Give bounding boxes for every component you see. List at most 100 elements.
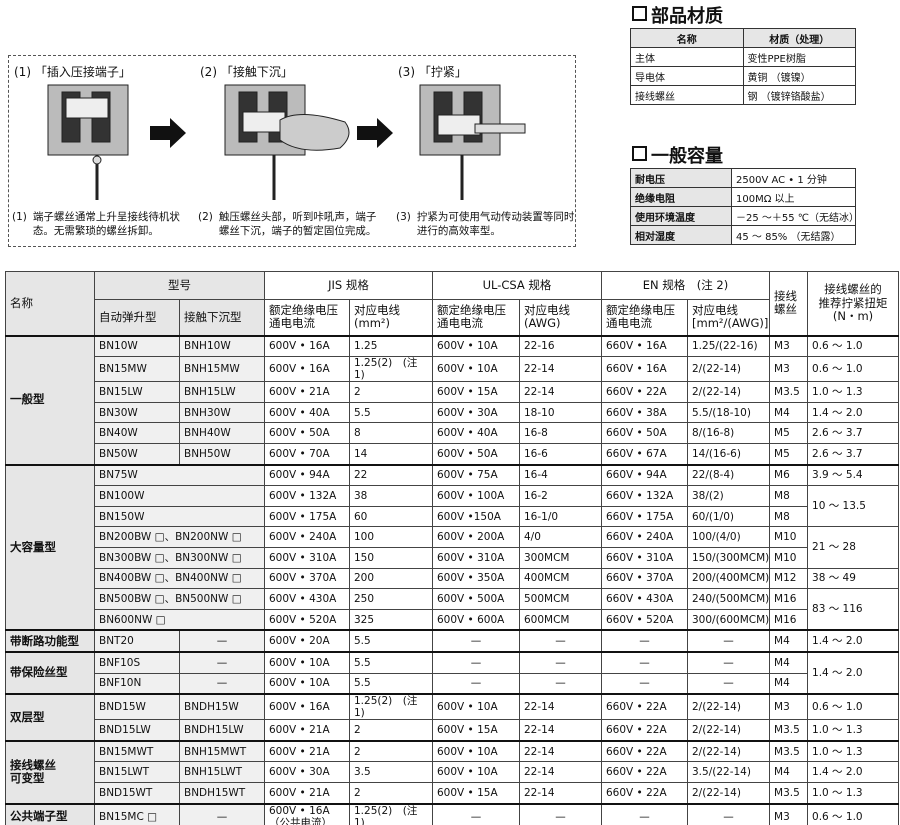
cell: BN10W <box>94 334 180 358</box>
cell: 600V • 500A <box>432 588 520 610</box>
row: BN500BW □、BN500NW □ 600V • 430A 250 600V • … <box>6 588 900 631</box>
step-title: (3) 「拧紧」 <box>398 63 467 80</box>
cell: M8 <box>769 485 809 507</box>
row: BN400BW □、BN400NW □ 600V • 370A 200 600V • … <box>6 567 900 590</box>
header-cell: JIS 规格 <box>264 271 433 300</box>
cell: — <box>179 672 265 695</box>
cell: 38/(2) <box>686 485 771 507</box>
row: BN300BW □、BN300NW □ 600V • 310A 150 600V • … <box>6 546 899 569</box>
cell: 钢 （镀锌铬酸盐） <box>742 85 856 105</box>
step-desc-text: 拧紧为可使用气动传动装置等同时进行的高效率型。 <box>416 211 575 237</box>
cell: M4 <box>769 761 809 784</box>
cell: 22-16 <box>519 334 602 358</box>
row: BN50W BNH50W 600V • 70A 14 600V • 50A 16-6 660… <box>6 442 900 466</box>
header-cell: 材质（处理） <box>742 28 856 48</box>
row: 一般型 BN10W BNH10W 600V • 16A 1.25 600V • 10A 22… <box>5 334 900 466</box>
cell: 600V • 600A <box>432 608 520 631</box>
header-cell: 自动弹升型 <box>94 299 180 336</box>
cell: 600V • 100A <box>432 485 520 507</box>
cell: 耐电压 <box>630 168 732 188</box>
cell: BN15MWT <box>94 739 180 763</box>
cell: 16-6 <box>519 442 602 466</box>
header-cell: 接触下沉型 <box>179 299 265 336</box>
cell: 使用环境温度 <box>630 206 732 226</box>
header-cell: EN 规格 (注 2) <box>600 271 771 300</box>
cell: M4 <box>769 672 809 695</box>
cell: — <box>601 672 688 695</box>
cell: — <box>432 629 520 653</box>
cell: 21 ～ 28 <box>807 526 900 569</box>
cell: 100MΩ 以上 <box>731 187 856 207</box>
cell: — <box>686 672 771 695</box>
cell: BNH15MWT <box>179 739 265 763</box>
header-row: 名称 材质（处理） <box>630 28 856 48</box>
cell: 660V • 240A <box>601 526 688 548</box>
cell: 2/(22-14) <box>686 782 771 805</box>
cell: M4 <box>769 650 809 674</box>
row: 导电体 黄铜 （镀镍） <box>630 66 856 86</box>
row: 带保险丝型 BNF10S —600V • 10A 5.5— — — — M4 1.4 ～ 2.0 <box>5 650 900 695</box>
cell: 5.5 <box>349 629 433 653</box>
cell: 600V • 21A <box>264 381 350 403</box>
cell: 660V • 50A <box>601 422 688 444</box>
cell: 22/(8-4) <box>686 463 771 487</box>
cell: 600V • 21A <box>264 719 350 742</box>
cell: 10 ～ 13.5 <box>807 485 900 528</box>
header-cell: 对应电线 [mm²/(AWG)] <box>686 299 771 336</box>
cell: 660V • 38A <box>601 401 688 424</box>
cell: 4/0 <box>519 526 602 548</box>
cell: 0.6 ～ 1.0 <box>807 334 900 358</box>
cell: 2 <box>349 739 433 763</box>
cell: M3 <box>769 334 809 358</box>
cell: 660V • 16A <box>601 334 688 358</box>
cell: 0.6 ～ 1.0 <box>807 693 900 721</box>
cell: 0.6 ～ 1.0 <box>807 802 900 825</box>
cell: BND15W <box>94 693 180 721</box>
header-row: 自动弹升型 接触下沉型 额定绝缘电压 通电电流 对应电线 (mm²) 额定绝缘电压 通电… <box>6 299 899 336</box>
cell: BNH40W <box>179 422 265 444</box>
cell: BNF10S <box>94 650 180 674</box>
cell: 600V •150A <box>432 505 520 528</box>
cell: 660V • 430A <box>601 588 688 610</box>
cell: 0.6 ～ 1.0 <box>807 356 900 383</box>
cell: 1.4 ～ 2.0 <box>807 629 900 653</box>
cell: M16 <box>769 588 809 610</box>
cell: 600V • 10A <box>264 650 350 674</box>
cell: BNH15MW <box>179 356 265 383</box>
cell: 1.25(2) (注1) <box>349 356 433 383</box>
cell: 600V • 70A <box>264 442 350 466</box>
row: 相对湿度 45 ～ 85% （无结露） <box>630 225 856 245</box>
cell: 600V • 10A <box>264 672 350 695</box>
cell: 45 ～ 85% （无结露） <box>731 225 856 245</box>
step-desc: (2) 触压螺丝头部，听到咔吼声，端子螺丝下沉，端子的暂定固位完成。 <box>198 210 378 238</box>
cell: M3.5 <box>769 739 809 763</box>
cell: BN15LWT <box>94 761 180 784</box>
cell: 相对湿度 <box>630 225 732 245</box>
cell: BN600NW □ <box>94 608 265 631</box>
cell: 83 ～ 116 <box>807 588 900 631</box>
terminal-3 <box>419 84 526 200</box>
cell: BNDH15WT <box>179 782 265 805</box>
capacity-title-text: 一般容量 <box>651 146 723 167</box>
cell: 38 <box>349 485 433 507</box>
cell: 600V • 132A <box>264 485 350 507</box>
cell: 14 <box>349 442 433 466</box>
cell: — <box>601 650 688 674</box>
cell: M3 <box>769 802 809 825</box>
cell: －25 ～＋55 ℃（无结冰） <box>731 206 859 226</box>
cell: BNT20 <box>94 629 180 653</box>
cell: — <box>601 629 688 653</box>
cell: BN50W <box>94 442 180 466</box>
row: 耐电压 2500V AC • 1 分钟 <box>630 168 856 188</box>
cell: 600V • 50A <box>264 422 350 444</box>
cell: — <box>519 802 602 825</box>
cell: BN500BW □、BN500NW □ <box>94 588 265 610</box>
cell: 660V • 370A <box>601 567 688 590</box>
cell: M3 <box>769 693 809 721</box>
cell: 38 ～ 49 <box>807 567 900 590</box>
cell: 22-14 <box>519 761 602 784</box>
cell: 1.0 ～ 1.3 <box>807 782 900 805</box>
header-row: 名称 型号 JIS 规格 UL-CSA 规格 EN 规格 (注 2) 接线 螺丝 接线螺丝的… <box>5 271 900 336</box>
cell: 1.0 ～ 1.3 <box>807 739 900 763</box>
cell: 660V • 22A <box>601 381 688 403</box>
